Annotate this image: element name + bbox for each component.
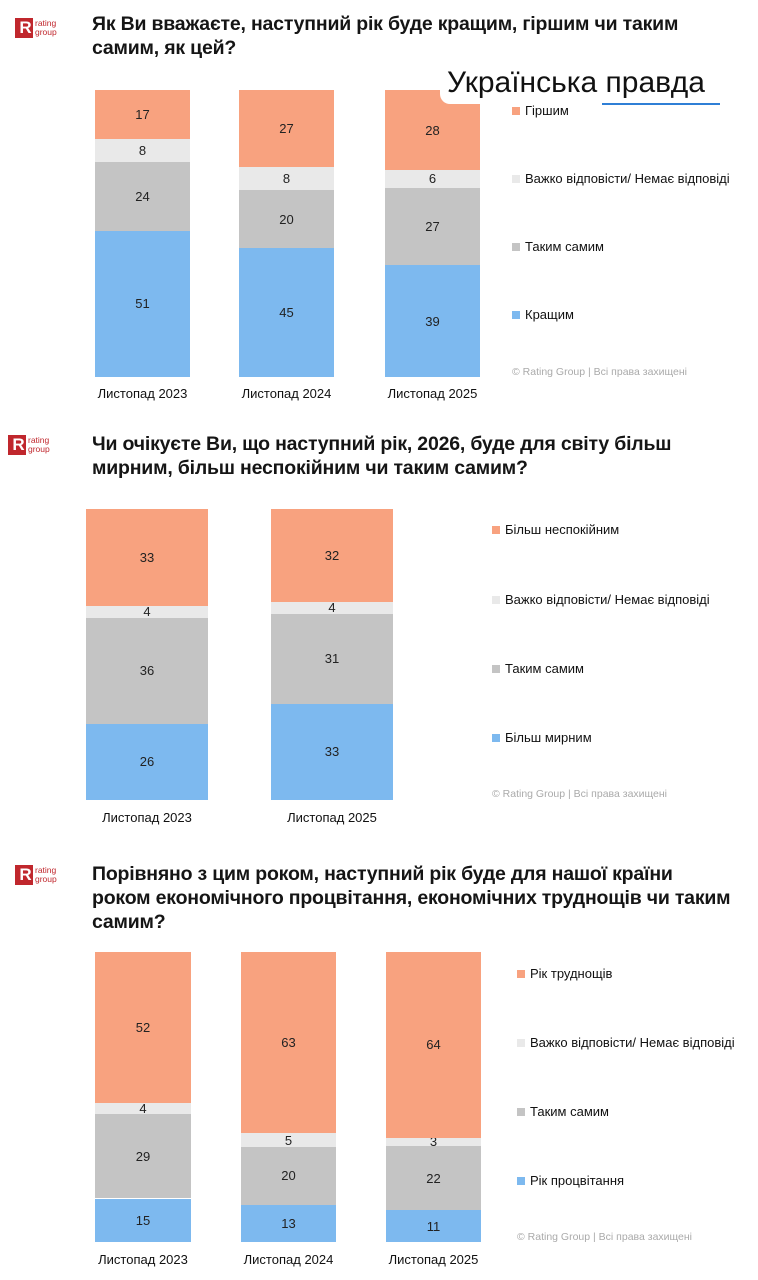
logo-text: rating group <box>35 19 57 37</box>
legend-label: Кращим <box>525 307 574 322</box>
bar-segment: 45 <box>239 247 334 377</box>
bar-segment: 31 <box>271 613 393 704</box>
bar-segment: 20 <box>239 190 334 248</box>
legend-item: Більш мирним <box>492 730 592 745</box>
legend-item: Важко відповісти/ Немає відповіді <box>517 1035 735 1050</box>
logo-text-line: group <box>28 444 50 454</box>
legend-item: Більш неспокійним <box>492 522 619 537</box>
category-label: Листопад 2023 <box>98 1252 188 1267</box>
legend-label: Більш неспокійним <box>505 522 620 537</box>
bar-segment: 5 <box>241 1133 336 1148</box>
logo-letter: R <box>8 435 26 455</box>
bar-segment: 6 <box>385 170 480 188</box>
watermark: Українська правда <box>440 64 713 104</box>
legend-item: Таким самим <box>517 1104 609 1119</box>
legend-label: Таким самим <box>525 239 604 254</box>
logo-text: rating group <box>35 866 57 884</box>
chart-title: Як Ви вважаєте, наступний рік буде кращи… <box>92 13 679 59</box>
legend-label: Таким самим <box>530 1104 609 1119</box>
legend-swatch <box>512 242 520 251</box>
legend-label: Важко відповісти/ Немає відповіді <box>530 1035 735 1050</box>
logo-text-line: group <box>35 874 57 884</box>
bar-segment: 26 <box>86 723 208 800</box>
bar-segment: 29 <box>95 1114 191 1199</box>
bar-segment: 51 <box>95 230 190 377</box>
copyright-footer: © Rating Group | Всі права захищені <box>517 1231 693 1243</box>
legend-swatch <box>517 969 525 978</box>
bar-segment: 52 <box>95 952 191 1103</box>
category-label: Листопад 2025 <box>287 810 377 825</box>
bar-segment: 13 <box>241 1204 336 1242</box>
copyright-footer: © Rating Group | Всі права захищені <box>492 788 668 800</box>
bar-segment: 39 <box>385 265 480 377</box>
legend-item: Важко відповісти/ Немає відповіді <box>512 171 730 186</box>
legend-swatch <box>517 1176 525 1185</box>
legend-label: Гіршим <box>525 103 569 118</box>
bar-segment: 32 <box>271 509 393 603</box>
bar-segment: 27 <box>385 187 480 266</box>
category-label: Листопад 2025 <box>388 1252 479 1267</box>
logo-text: rating group <box>28 436 50 454</box>
logo-text-line: rating <box>28 435 50 445</box>
legend-swatch <box>492 733 500 742</box>
legend-label: Більш мирним <box>505 730 592 745</box>
bar-segment: 4 <box>95 1101 191 1116</box>
legend-label: Важко відповісти/ Немає відповіді <box>525 171 730 186</box>
logo-letter: R <box>15 18 33 38</box>
legend-item: Рік труднощів <box>517 966 612 981</box>
category-label: Листопад 2025 <box>387 386 478 401</box>
logo-text-line: rating <box>35 865 57 875</box>
bar-segment: 15 <box>95 1198 191 1242</box>
legend-item: Важко відповісти/ Немає відповіді <box>492 592 710 607</box>
legend-label: Важко відповісти/ Немає відповіді <box>505 592 710 607</box>
legend-swatch <box>512 174 520 183</box>
bar-segment: 4 <box>86 604 208 619</box>
bar-segment: 33 <box>271 703 393 800</box>
legend-item: Кращим <box>512 307 574 322</box>
chart-title: Чи очікуєте Ви, що наступний рік, 2026, … <box>92 433 672 479</box>
category-label: Листопад 2023 <box>102 810 192 825</box>
legend-swatch <box>512 310 520 319</box>
logo-text-line: rating <box>35 18 57 28</box>
legend-swatch <box>517 1038 525 1047</box>
bar-segment: 8 <box>95 138 190 162</box>
logo-letter: R <box>15 865 33 885</box>
bar-segment: 36 <box>86 617 208 724</box>
bar-segment: 63 <box>241 952 336 1133</box>
bar-segment: 17 <box>95 90 190 139</box>
legend-item: Таким самим <box>492 661 584 676</box>
legend-label: Таким самим <box>505 661 584 676</box>
legend-label: Рік труднощів <box>530 966 613 981</box>
watermark-underline <box>602 103 720 105</box>
category-label: Листопад 2023 <box>97 386 188 401</box>
bar-segment: 8 <box>239 167 334 191</box>
bar-segment: 33 <box>86 509 208 606</box>
category-label: Листопад 2024 <box>243 1252 334 1267</box>
legend-swatch <box>492 595 500 604</box>
legend-swatch <box>517 1107 525 1116</box>
bar-segment: 20 <box>241 1147 336 1205</box>
logo-text-line: group <box>35 27 57 37</box>
bar-segment: 3 <box>386 1134 481 1149</box>
bar-segment: 11 <box>386 1210 481 1242</box>
copyright-footer: © Rating Group | Всі права захищені <box>512 366 688 378</box>
bar-segment: 24 <box>95 161 190 231</box>
legend-item: Рік процвітання <box>517 1173 624 1188</box>
category-label: Листопад 2024 <box>241 386 332 401</box>
bar-segment: 22 <box>386 1146 481 1211</box>
legend-label: Рік процвітання <box>530 1173 625 1188</box>
chart-title: Порівняно з цим роком, наступний рік буд… <box>92 863 731 933</box>
legend-item: Гіршим <box>512 103 569 118</box>
bar-segment: 64 <box>386 952 481 1138</box>
bar-segment: 4 <box>271 600 393 615</box>
legend-swatch <box>512 106 520 115</box>
bar-segment: 27 <box>239 90 334 168</box>
legend-swatch <box>492 664 500 673</box>
legend-item: Таким самим <box>512 239 604 254</box>
legend-swatch <box>492 525 500 534</box>
